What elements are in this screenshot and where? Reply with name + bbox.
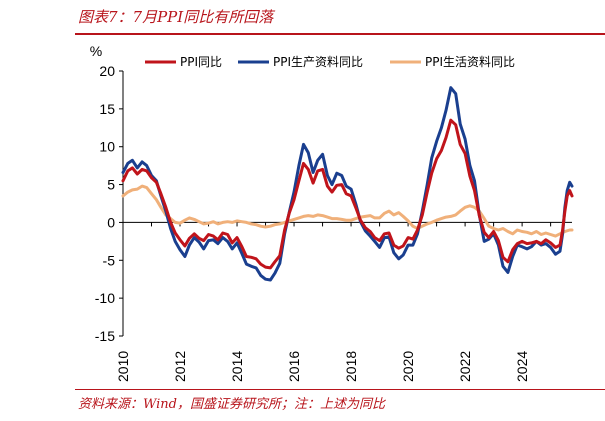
y-tick-label: 10 [99, 139, 115, 155]
top-divider [75, 33, 605, 35]
x-tick-label: 2020 [400, 351, 416, 382]
y-axis-label: % [90, 43, 102, 59]
x-tick-label: 2018 [343, 351, 359, 382]
series-layer [121, 86, 574, 282]
figure-title: 图表7：7月PPI同比有所回落 [78, 8, 274, 26]
x-tick-label: 2014 [229, 351, 245, 382]
x-tick-label: 2016 [286, 351, 302, 382]
x-tick-label: 2012 [172, 351, 188, 382]
x-tick-label: 2010 [115, 351, 131, 382]
source-note: 资料来源：Wind，国盛证券研究所；注：上述为同比 [78, 397, 385, 412]
y-axis: -15 -10 -5 0 5 10 15 20 [95, 63, 124, 344]
x-tick-label: 2024 [514, 351, 530, 382]
series-line-1 [121, 86, 574, 282]
y-tick-label: 0 [107, 214, 115, 230]
y-tick-label: -15 [95, 328, 115, 344]
series-line-2 [121, 184, 574, 238]
series-line-0 [121, 118, 574, 270]
legend-label-1: PPI生产资料同比 [273, 55, 363, 69]
y-tick-label: 5 [107, 177, 115, 193]
y-tick-label: -5 [103, 252, 116, 268]
y-tick-label: -10 [95, 290, 115, 306]
legend-label-0: PPI同比 [180, 55, 222, 69]
y-tick-label: 15 [99, 101, 115, 117]
y-tick-label: 20 [99, 63, 115, 79]
legend-label-2: PPI生活资料同比 [425, 55, 515, 69]
x-tick-label: 2022 [457, 351, 473, 382]
x-axis: 2010 2012 2014 2016 2018 2020 2022 2024 [115, 221, 572, 382]
bottom-divider [75, 389, 605, 390]
chart-legend: PPI同比 PPI生产资料同比 PPI生活资料同比 [145, 55, 515, 69]
